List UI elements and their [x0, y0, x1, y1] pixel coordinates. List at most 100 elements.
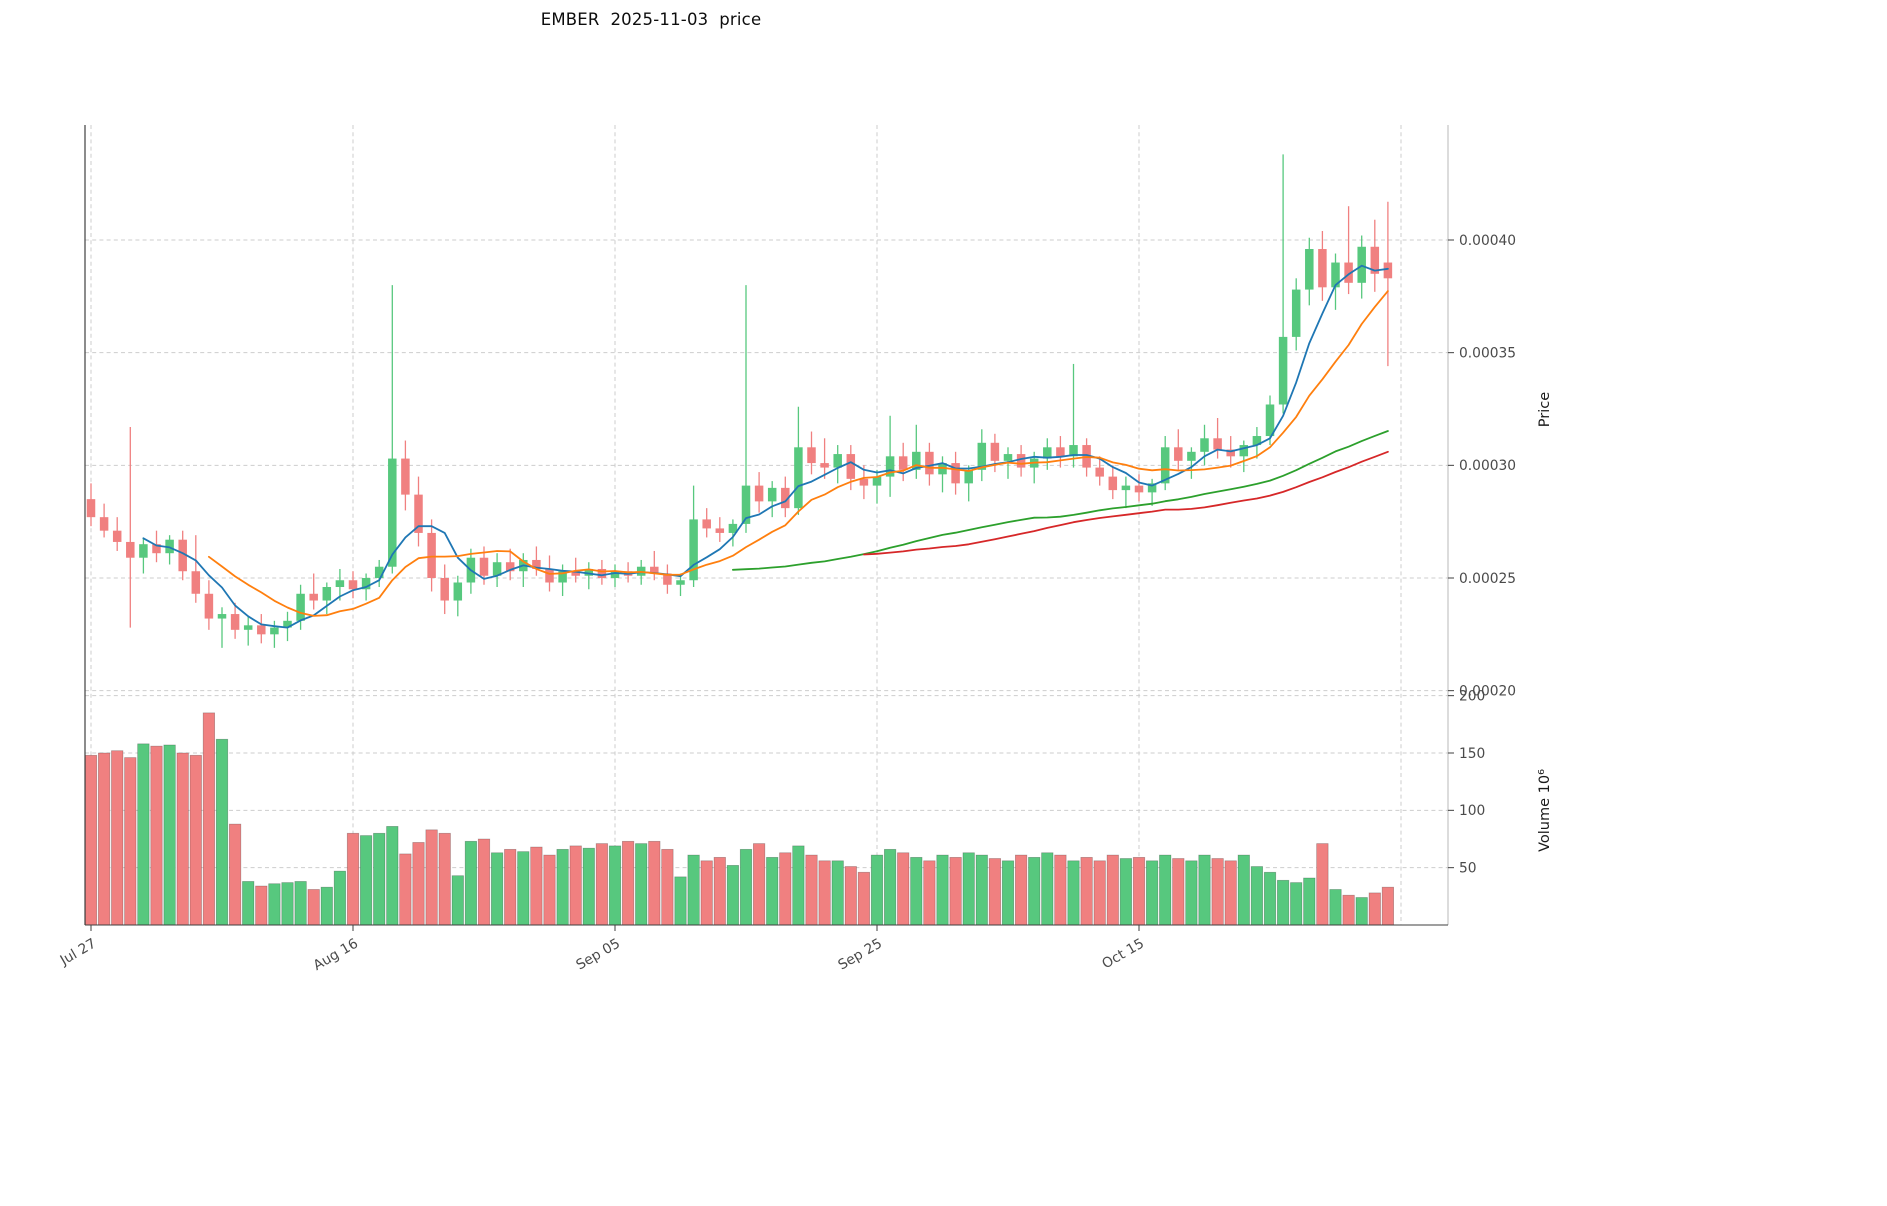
volume-bar: [818, 860, 831, 926]
axis-tick-label: 100: [1459, 803, 1485, 819]
axis-tick-label: 0.00040: [1459, 233, 1516, 249]
candle-body: [1305, 249, 1314, 290]
volume-bar: [1054, 854, 1067, 926]
candle-body: [558, 571, 567, 583]
volume-bar: [1014, 854, 1028, 926]
candle-body: [126, 541, 135, 558]
axis-tick-label: 150: [1459, 746, 1485, 762]
volume-bar: [189, 754, 202, 926]
volume-bar: [805, 854, 818, 926]
volume-bar: [766, 856, 779, 926]
candle-body: [1383, 262, 1393, 279]
candle-body: [296, 593, 305, 621]
volume-bar: [491, 852, 504, 926]
axis-tick-label: 200: [1459, 688, 1485, 704]
volume-bar: [726, 865, 740, 926]
volume-bar: [229, 823, 242, 926]
candle-body: [846, 454, 856, 479]
candle-body: [1003, 454, 1013, 461]
volume-bar: [582, 847, 595, 926]
volume-bar: [1355, 897, 1368, 926]
volume-bar: [1237, 854, 1250, 926]
candle-body: [951, 463, 960, 484]
volume-bar: [713, 856, 726, 926]
candle-body: [1016, 454, 1026, 468]
volume-bar: [595, 843, 609, 926]
axis-tick-label: 50: [1459, 860, 1477, 876]
candle-body: [309, 593, 318, 601]
volume-bar: [1041, 852, 1054, 926]
volume-bar: [255, 885, 268, 926]
candle-body: [1213, 438, 1222, 450]
candle-body: [257, 625, 266, 635]
volume-bar: [844, 866, 857, 926]
ma-line-60: [863, 450, 1389, 556]
gridlines: [85, 125, 1448, 925]
candle-body: [1318, 249, 1327, 288]
candle-body: [139, 544, 148, 558]
candle-body: [1069, 445, 1078, 457]
volume-bar: [661, 848, 674, 926]
volume-bar: [281, 882, 294, 926]
volume-bar: [517, 851, 530, 926]
candle-body: [112, 530, 122, 542]
volume-bar: [910, 856, 923, 926]
volume-bar: [1290, 882, 1303, 926]
candle-body: [663, 573, 672, 585]
volume-bar: [202, 712, 215, 926]
volume-bar: [1145, 860, 1159, 926]
candle-body: [1370, 246, 1380, 274]
candle-body: [754, 485, 764, 502]
volume-bar: [1263, 871, 1277, 926]
candle-body: [440, 577, 449, 601]
volume-bar: [373, 832, 386, 926]
candle-body: [388, 458, 397, 567]
volume-bar: [569, 845, 582, 926]
axes: 0.00020 0.00025 0.00030 0.00035 0.00040 50 100…: [57, 125, 1553, 974]
candle-body: [1265, 404, 1275, 437]
candle-body: [1344, 262, 1353, 283]
volume-bar: [635, 843, 648, 926]
candle-body: [1331, 262, 1340, 288]
candle-body: [610, 571, 620, 578]
candle-body: [1226, 449, 1235, 457]
volume-bar: [870, 854, 884, 926]
volume-bar: [1329, 889, 1342, 926]
volume-bar: [648, 840, 661, 926]
candle-body: [479, 557, 489, 576]
volume-axis-title: Volume 10⁶: [1537, 769, 1553, 852]
volume-bar: [1211, 858, 1224, 926]
candle-body: [283, 620, 292, 628]
candle-body: [807, 447, 816, 464]
volume-bar: [176, 752, 189, 926]
candle-body: [689, 519, 698, 581]
volume-bar: [674, 876, 687, 926]
candle-body: [650, 566, 659, 574]
candle-body: [191, 571, 201, 594]
candle-body: [964, 469, 973, 484]
volume-bar: [346, 832, 360, 926]
volume-bar: [687, 854, 700, 926]
candle-body: [453, 582, 463, 601]
candle-body: [741, 485, 751, 524]
volume-bar: [897, 852, 910, 926]
candle-body: [401, 458, 410, 495]
volume-bar: [1093, 860, 1106, 926]
candle-body: [1200, 438, 1209, 452]
axis-tick-label: 0.00020: [1459, 683, 1516, 699]
candle-body: [781, 487, 790, 509]
volume-bar: [1316, 843, 1329, 926]
axis-tick-label: 0.00035: [1459, 345, 1516, 361]
candle-body: [1108, 476, 1118, 491]
axis-tick-label: 0.00025: [1459, 571, 1516, 587]
volume-bar: [399, 853, 412, 926]
volume-bar: [1080, 856, 1093, 926]
axis-tick-label: Aug 16: [311, 936, 361, 974]
volume-bar: [477, 838, 491, 926]
candle-body: [1252, 436, 1262, 446]
volume-bar: [111, 750, 124, 926]
candle-body: [676, 580, 685, 585]
candle-body: [925, 451, 934, 475]
